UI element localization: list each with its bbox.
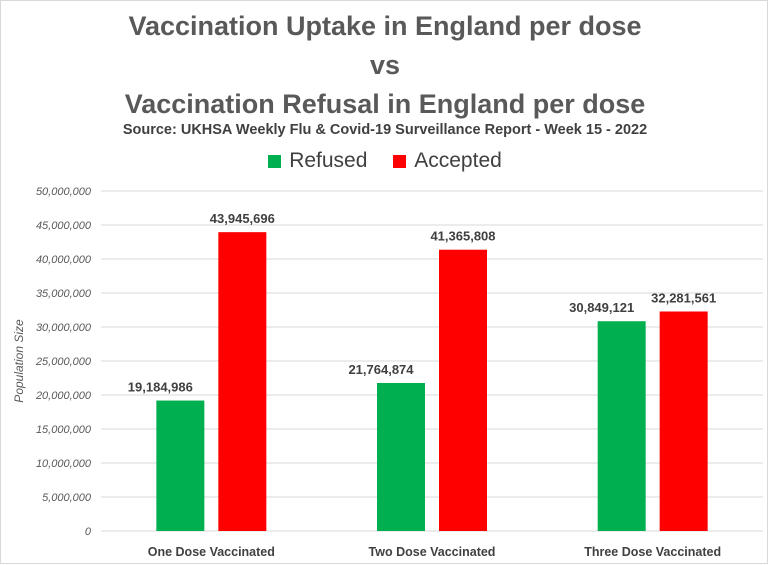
legend-swatch-refused — [268, 154, 282, 168]
bar-refused — [156, 400, 205, 531]
x-tick-label: One Dose Vaccinated — [148, 545, 275, 559]
y-tick-label: 30,000,000 — [36, 322, 92, 334]
bar-accepted — [439, 249, 487, 531]
bar-refused — [597, 321, 646, 531]
x-tick-label: Two Dose Vaccinated — [369, 545, 496, 559]
y-tick-label: 15,000,000 — [36, 424, 92, 436]
y-axis-label: Population Size — [12, 319, 26, 403]
legend-item-refused: Refused — [268, 149, 367, 173]
y-tick-label: 5,000,000 — [42, 492, 92, 504]
legend-label-accepted: Accepted — [414, 149, 502, 172]
data-label: 19,184,986 — [128, 380, 193, 395]
legend: Refused Accepted — [1, 149, 768, 174]
y-tick-label: 10,000,000 — [36, 458, 92, 470]
data-label: 21,764,874 — [348, 362, 414, 377]
chart-subtitle: Source: UKHSA Weekly Flu & Covid-19 Surv… — [122, 122, 648, 138]
y-tick-label: 50,000,000 — [36, 186, 92, 198]
x-tick-label: Three Dose Vaccinated — [584, 545, 721, 559]
bar-refused — [377, 382, 425, 531]
legend-item-accepted: Accepted — [393, 149, 502, 173]
y-tick-label: 45,000,000 — [36, 220, 92, 232]
data-label: 41,365,808 — [430, 229, 495, 244]
legend-swatch-accepted — [393, 154, 407, 168]
y-tick-label: 0 — [85, 526, 92, 538]
bar-accepted — [218, 232, 267, 532]
y-tick-label: 35,000,000 — [36, 288, 92, 300]
y-tick-label: 25,000,000 — [35, 356, 92, 368]
data-label: 32,281,561 — [651, 290, 716, 305]
y-tick-label: 20,000,000 — [35, 390, 92, 402]
data-label: 30,849,121 — [569, 300, 634, 315]
legend-label-refused: Refused — [289, 149, 368, 172]
data-label: 43,945,696 — [210, 211, 275, 226]
chart-title-line-3: Vaccination Refusal in England per dose — [124, 89, 646, 119]
y-tick-label: 40,000,000 — [36, 254, 92, 266]
chart-title-line-2: vs — [369, 50, 401, 80]
chart-title-line-1: Vaccination Uptake in England per dose — [128, 11, 642, 41]
bar-accepted — [659, 311, 708, 531]
